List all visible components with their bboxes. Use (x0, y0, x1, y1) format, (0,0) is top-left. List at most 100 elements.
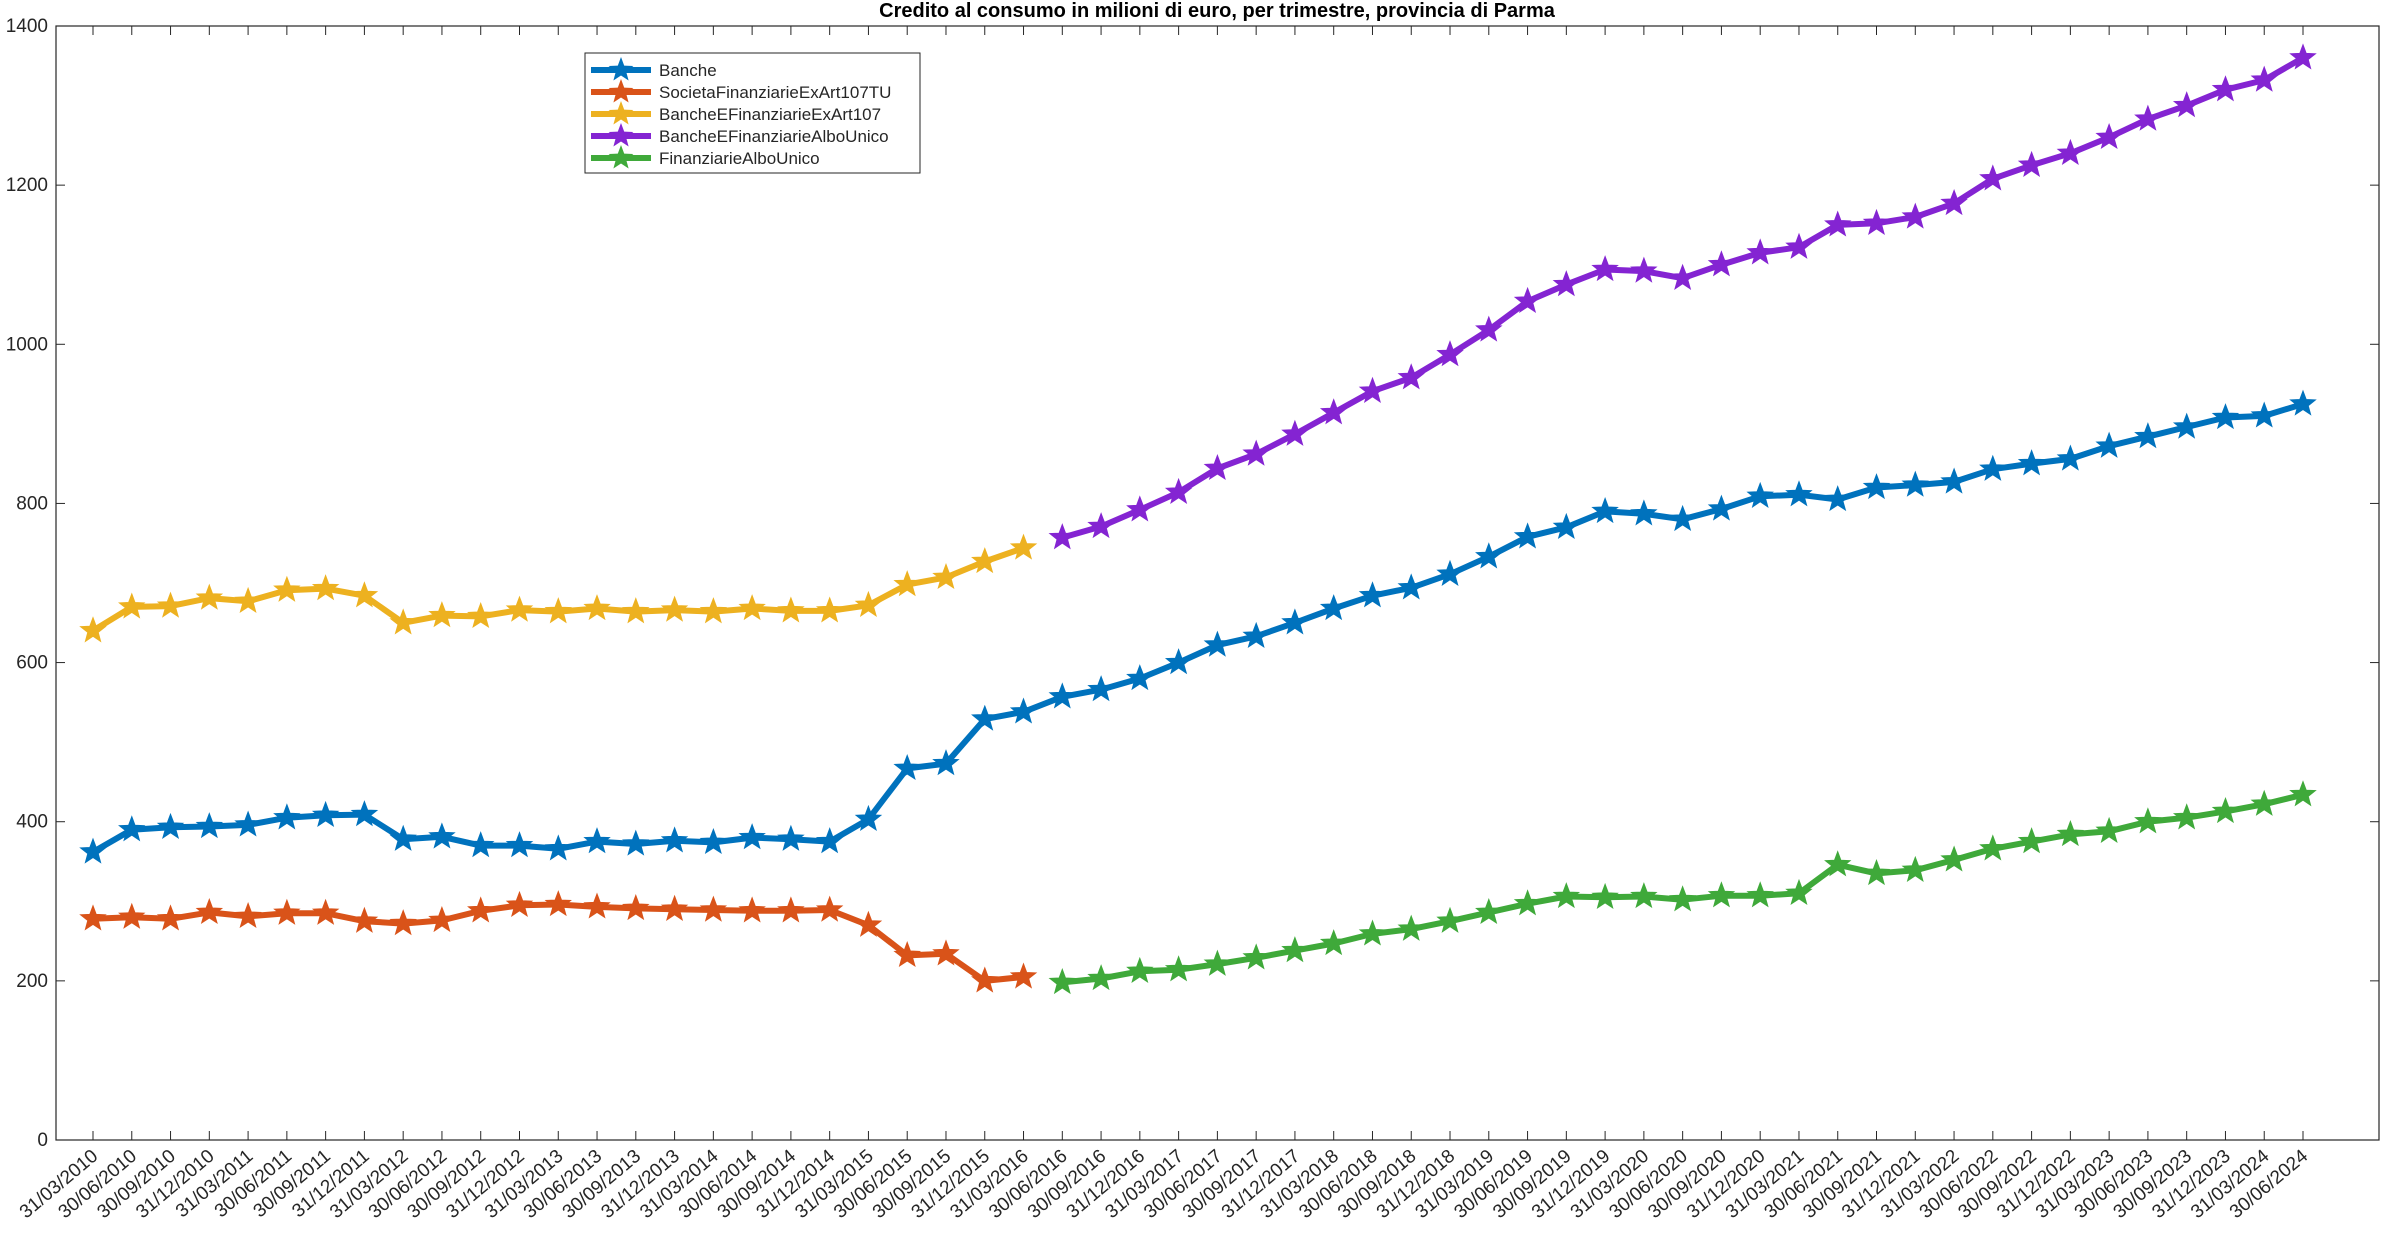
data-point (1164, 648, 1193, 675)
data-point (893, 940, 921, 968)
data-point (428, 601, 456, 628)
data-point (1242, 439, 1270, 466)
data-point (699, 597, 728, 624)
data-point (738, 823, 766, 850)
data-point (195, 583, 224, 610)
data-point (583, 827, 611, 854)
data-point (2289, 43, 2317, 70)
data-point (1087, 512, 1115, 539)
y-tick-label: 1000 (6, 334, 48, 355)
y-tick-label: 1200 (6, 175, 48, 196)
data-point (1048, 682, 1077, 709)
data-point (1513, 286, 1542, 313)
series-line (91, 401, 2304, 855)
data-point (1785, 480, 1813, 507)
data-point (1940, 845, 1968, 872)
data-point (1513, 522, 1542, 549)
data-point (1436, 340, 1464, 367)
data-point (234, 810, 262, 837)
data-point (389, 909, 417, 936)
data-point (699, 895, 728, 922)
data-point (1475, 542, 1503, 569)
data-point (195, 812, 224, 839)
legend-marker (608, 101, 634, 125)
data-point (195, 897, 224, 925)
data-point (622, 829, 650, 856)
data-point (1281, 419, 1309, 446)
data-point (622, 597, 650, 624)
data-point (1552, 882, 1581, 909)
data-point (1436, 906, 1464, 933)
data-point (311, 898, 340, 925)
data-point (1436, 559, 1464, 586)
data-point (1164, 955, 1193, 982)
data-point (428, 822, 456, 849)
data-point (1319, 594, 1348, 621)
data-point (2211, 796, 2240, 824)
data-point (1126, 956, 1154, 983)
y-tick-label: 800 (16, 493, 48, 514)
data-point (273, 803, 301, 830)
data-point (2056, 444, 2085, 471)
data-point (1979, 834, 2007, 861)
data-point (1009, 962, 1038, 989)
data-point (1513, 889, 1542, 916)
legend-label: BancheEFinanziarieAlboUnico (659, 127, 889, 146)
data-point (118, 592, 146, 619)
data-point (1591, 496, 1619, 524)
data-point (1707, 881, 1736, 908)
data-point (2095, 431, 2123, 458)
data-point (1552, 270, 1581, 297)
data-point (1358, 376, 1387, 403)
data-point (79, 904, 107, 931)
data-point (2095, 122, 2123, 150)
data-point (234, 586, 262, 613)
data-point (428, 905, 456, 933)
data-point (234, 901, 262, 929)
data-point (1397, 363, 1425, 390)
data-point (2172, 91, 2201, 118)
data-point (932, 939, 960, 966)
legend-marker (608, 57, 634, 81)
data-point (1319, 929, 1348, 956)
data-point (932, 749, 960, 776)
data-point (1668, 504, 1697, 532)
data-point (2017, 449, 2046, 476)
data-point (583, 892, 611, 919)
data-point (815, 827, 844, 854)
data-point (2250, 789, 2278, 816)
y-tick-label: 600 (16, 653, 48, 674)
data-point (1009, 697, 1038, 724)
data-point (1009, 533, 1038, 560)
data-point (1319, 398, 1348, 425)
data-point (1630, 256, 1658, 283)
data-point (2134, 104, 2162, 131)
data-point (699, 827, 728, 855)
data-point (2211, 75, 2240, 102)
data-point (118, 902, 146, 929)
data-point (854, 590, 883, 617)
data-point (777, 896, 805, 923)
plot-frame (55, 25, 2380, 1141)
data-point (1358, 581, 1387, 608)
data-point (1746, 238, 1774, 265)
data-point (79, 837, 107, 864)
data-point (2172, 803, 2201, 830)
data-point (1048, 967, 1077, 995)
data-point (2095, 816, 2123, 843)
legend-label: Banche (659, 61, 717, 80)
data-point (2211, 403, 2240, 430)
data-point (738, 896, 766, 923)
data-point (2017, 827, 2046, 854)
data-point (118, 815, 146, 842)
data-point (79, 616, 107, 643)
data-point (1048, 523, 1077, 550)
data-point (1940, 467, 1968, 494)
data-point (1397, 914, 1425, 941)
data-point (893, 753, 921, 781)
data-point (583, 594, 611, 621)
data-point (854, 910, 883, 937)
data-point (2134, 422, 2162, 449)
data-point (1785, 232, 1813, 259)
